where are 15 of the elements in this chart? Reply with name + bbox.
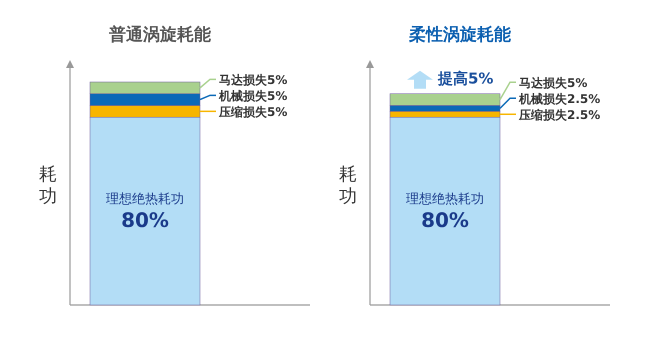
data-label: 马达损失5%: [219, 72, 288, 87]
data-label: 80%: [121, 208, 169, 232]
chart-title: 普通涡旋耗能: [108, 24, 211, 45]
y-axis-title: 耗功: [339, 164, 357, 207]
data-label: 机械损失2.5%: [518, 92, 600, 106]
y-axis-title: 耗功: [39, 164, 57, 207]
data-label: 压缩损失5%: [218, 104, 288, 119]
data-label: 80%: [421, 208, 469, 232]
series-label: 理想绝热耗功: [106, 192, 184, 208]
text: 提高5%: [437, 70, 494, 88]
data-label: 机械损失5%: [218, 88, 288, 103]
chart-title: 柔性涡旋耗能: [408, 25, 511, 45]
data-label: 压缩损失2.5%: [518, 108, 600, 122]
data-label: 马达损失5%: [519, 76, 588, 90]
series-label: 理想绝热耗功: [406, 192, 484, 208]
